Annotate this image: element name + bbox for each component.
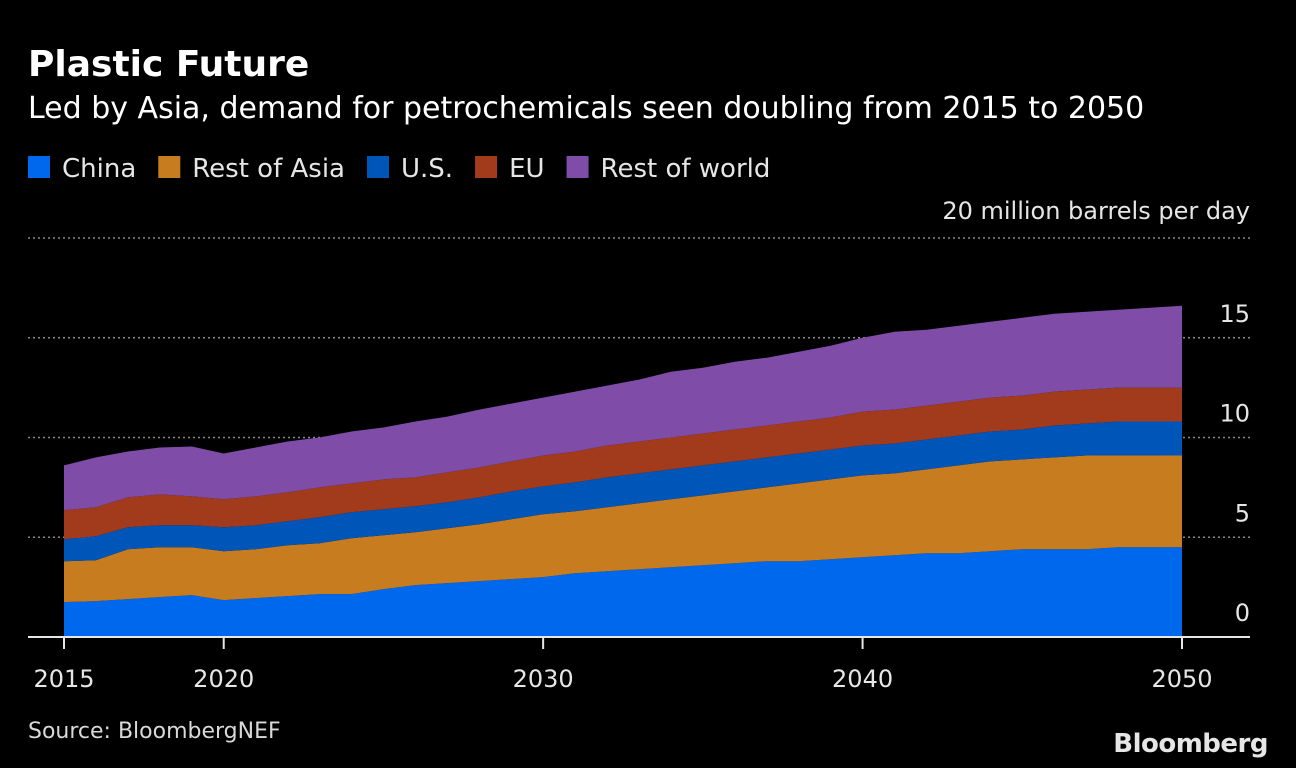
bloomberg-logo: Bloomberg bbox=[1113, 729, 1268, 759]
legend-swatch-rest-of-world bbox=[566, 156, 589, 178]
legend: China Rest of Asia U.S. EU Rest of world bbox=[28, 154, 770, 184]
x-tick-label: 2040 bbox=[832, 665, 893, 693]
legend-swatch-china bbox=[28, 156, 50, 178]
area-china bbox=[64, 547, 1182, 637]
legend-label: Rest of world bbox=[601, 154, 771, 184]
area-rest-of-world bbox=[64, 305, 1182, 511]
legend-label: China bbox=[62, 154, 136, 184]
y-tick-label: 5 bbox=[1235, 499, 1250, 527]
plot-areas bbox=[64, 305, 1182, 637]
x-tick-label: 2015 bbox=[33, 665, 94, 693]
y-axis-label: 20 million barrels per day bbox=[942, 197, 1250, 225]
y-tick-label: 0 bbox=[1235, 599, 1250, 627]
y-tick-label: 15 bbox=[1219, 300, 1250, 328]
area-eu bbox=[64, 387, 1182, 540]
x-tick-label: 2030 bbox=[513, 665, 574, 693]
axes: 2015 2020 2030 2040 2050 0 5 10 15 bbox=[28, 300, 1250, 693]
legend-label: EU bbox=[509, 154, 544, 184]
legend-label: U.S. bbox=[401, 154, 453, 184]
legend-swatch-rest-of-asia bbox=[158, 156, 181, 178]
x-tick-label: 2020 bbox=[193, 665, 254, 693]
chart-subtitle: Led by Asia, demand for petrochemicals s… bbox=[28, 91, 1144, 126]
x-tick-label: 2050 bbox=[1151, 665, 1212, 693]
chart-title: Plastic Future bbox=[28, 44, 309, 85]
legend-label: Rest of Asia bbox=[192, 154, 345, 184]
y-tick-label: 10 bbox=[1219, 400, 1250, 428]
area-u-s- bbox=[64, 421, 1182, 562]
legend-swatch-u-s- bbox=[367, 156, 389, 178]
legend-swatch-eu bbox=[475, 156, 498, 178]
source-note: Source: BloombergNEF bbox=[28, 719, 281, 744]
area-rest-of-asia bbox=[64, 455, 1182, 603]
